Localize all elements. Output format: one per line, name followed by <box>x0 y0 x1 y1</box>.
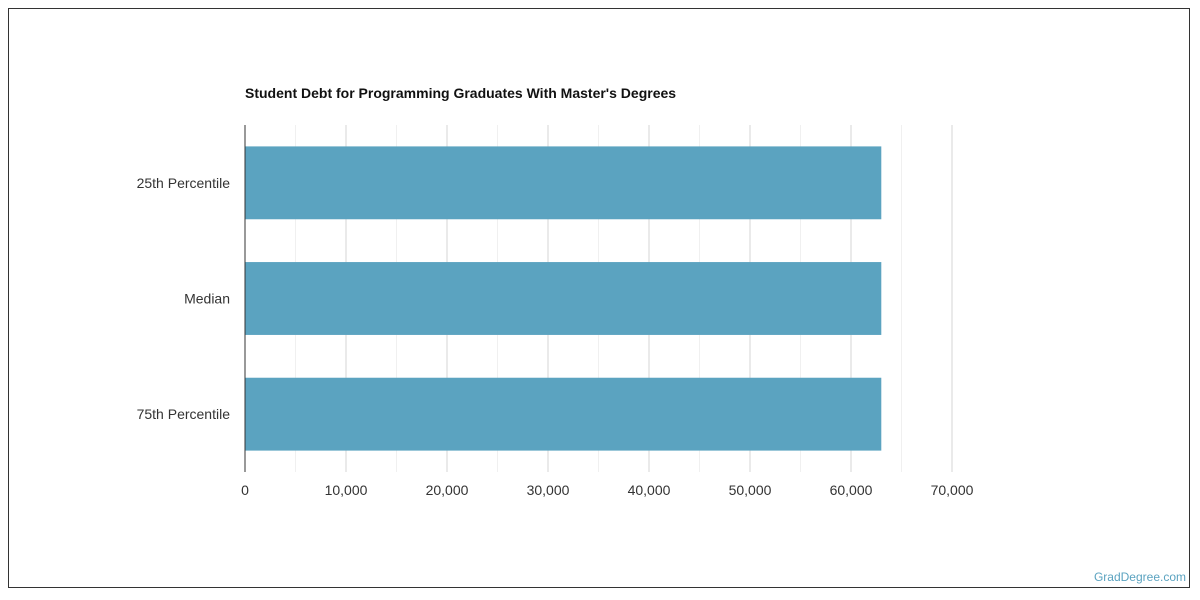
x-tick-label: 0 <box>241 482 249 498</box>
x-tick-label: 70,000 <box>931 482 974 498</box>
watermark[interactable]: GradDegree.com <box>1093 570 1186 584</box>
x-tick-label: 10,000 <box>325 482 368 498</box>
y-tick-label: 75th Percentile <box>137 406 231 422</box>
x-tick-label: 50,000 <box>729 482 772 498</box>
y-tick-label: 25th Percentile <box>137 175 231 191</box>
x-tick-label: 20,000 <box>426 482 469 498</box>
x-tick-label: 40,000 <box>628 482 671 498</box>
bar <box>245 262 882 335</box>
x-tick-label: 30,000 <box>527 482 570 498</box>
chart-title: Student Debt for Programming Graduates W… <box>245 85 677 101</box>
bar <box>245 377 882 451</box>
bar <box>245 146 882 220</box>
y-tick-label: Median <box>184 291 230 307</box>
x-tick-label: 60,000 <box>830 482 873 498</box>
